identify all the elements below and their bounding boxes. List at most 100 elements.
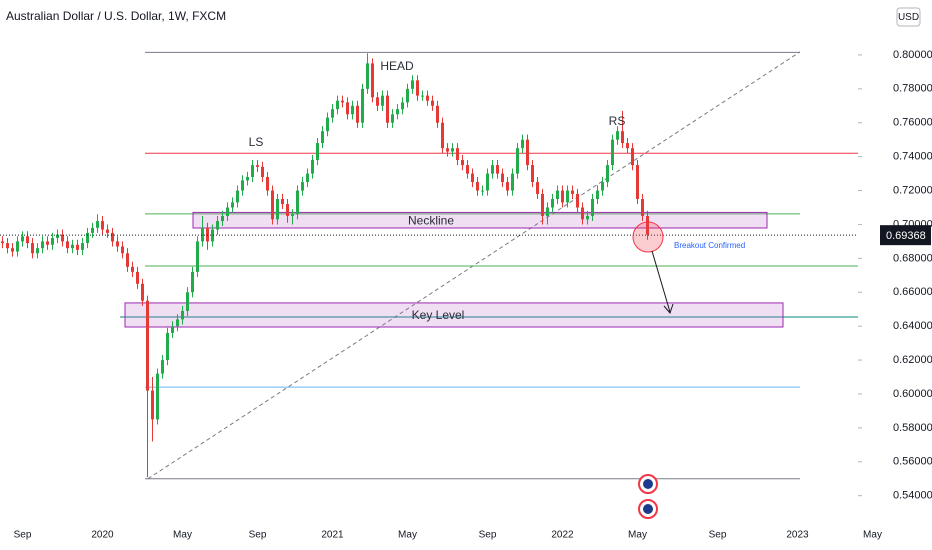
candle-body [246,176,249,181]
candle-body [1,241,4,244]
candle-body [91,227,94,233]
x-tick-label: May [628,530,647,541]
chart-title: Australian Dollar / U.S. Dollar, 1W, FXC… [6,9,226,23]
candle-body [211,229,214,242]
candle-body [491,165,494,174]
y-tick-label: 0.58000 [893,422,932,434]
candle-body [166,332,169,361]
candle-body [536,182,539,194]
candle-body [391,114,394,123]
candle-body [86,232,89,244]
candle-body [461,160,464,166]
candle-body [51,238,54,245]
candle-body [301,182,304,191]
candle-body [581,207,584,220]
y-tick-label: 0.54000 [893,490,932,502]
candle-body [436,105,439,123]
y-tick-label: 0.68000 [893,252,932,264]
y-tick-label: 0.76000 [893,117,932,129]
candle-body [431,100,434,106]
candle-body [191,271,194,293]
candle-body [226,207,229,216]
candle-body [631,148,634,166]
candle-body [281,199,284,205]
currency-label: USD [898,12,919,23]
candle-body [116,241,119,247]
currency-button[interactable] [896,7,921,27]
candle-body [171,326,174,333]
y-tick-label: 0.72000 [893,184,932,196]
x-tick-label: May [173,530,192,541]
candle-body [161,360,164,374]
candle-body [261,166,264,177]
y-tick-label: 0.60000 [893,388,932,400]
arrow-head [663,303,674,314]
candle-body [621,131,624,144]
candle-body [511,173,514,191]
x-tick-label: Sep [14,530,32,541]
candle-body [36,248,39,254]
candle-body [176,319,179,327]
trendline [147,51,801,480]
candle-body [241,180,244,191]
candle-body [306,173,309,183]
candle-body [276,199,279,220]
candle-body [336,100,339,110]
breakout-circle [632,221,664,253]
candle-body [331,109,334,118]
zone [124,302,784,328]
x-tick-label: 2020 [91,530,114,541]
candle-body [231,202,234,208]
candle-body [381,95,384,106]
candle-body [546,207,549,216]
candle-body [11,248,14,252]
last-price-label: 0.69368 [886,230,926,242]
candle-body [471,173,474,183]
candle-body [266,176,269,191]
candle-body [26,236,29,244]
zone-label: Key Level [412,308,465,322]
candle-body [606,165,609,183]
pattern-label: HEAD [380,59,414,73]
candle-body [571,190,574,194]
candle-body [376,97,379,106]
candle-body [131,266,134,272]
candle-body [186,292,189,311]
candle-body [561,190,564,203]
candle-body [146,300,149,391]
candle-body [126,253,129,267]
candle-body [551,199,554,208]
candle-body [71,244,74,249]
zone-label: Neckline [408,213,454,227]
x-tick-label: Sep [479,530,497,541]
candle-body [196,241,199,272]
candle-body [286,204,289,216]
candle-body [311,160,314,174]
candle-body [56,234,59,239]
candle-body [21,236,24,242]
candle-body [586,215,589,220]
y-tick-label: 0.62000 [893,354,932,366]
event-icon-inner [643,479,653,489]
candle-body [521,139,524,149]
x-tick-label: 2021 [321,530,344,541]
candle-body [341,100,344,103]
candle-body [156,373,159,420]
candle-body [446,148,449,152]
candle-body [476,182,479,191]
candle-body [576,193,579,208]
candle-body [366,63,369,89]
candle-body [271,190,274,220]
candle-body [406,88,409,103]
candle-body [121,246,124,254]
candle-body [601,182,604,191]
candle-body [251,165,254,177]
candle-body [401,102,404,110]
candle-body [506,182,509,191]
event-icon-inner [643,504,653,514]
candle-body [481,190,484,192]
candle-body [206,227,209,242]
candle-body [6,243,9,249]
